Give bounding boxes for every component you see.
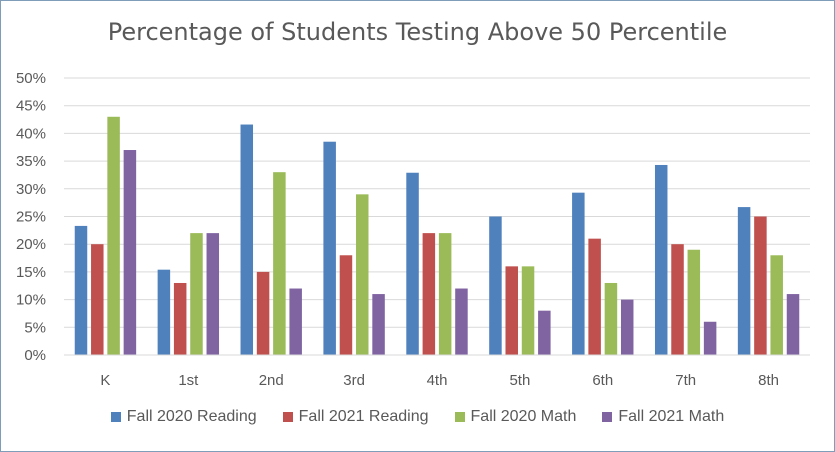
x-tick-label: 1st [178,372,199,389]
x-tick-label: K [100,372,110,389]
legend-swatch [110,412,121,422]
gridlines [64,77,810,328]
legend-label: Fall 2020 Reading [126,408,257,425]
bar [74,225,88,355]
legend-item: Fall 2020 Reading [110,408,257,426]
bar [273,172,286,355]
bar [687,249,701,355]
bar [455,288,468,355]
legend-item: Fall 2021 Reading [282,408,429,426]
legend-item: Fall 2021 Math [602,408,724,426]
legend-swatch [454,412,465,422]
bar [206,233,220,355]
x-tick-label: 8th [758,372,779,389]
bar [754,216,767,355]
bar [703,321,717,355]
legend-label: Fall 2021 Math [618,408,725,425]
y-tick-label: 15% [16,264,46,281]
bar [737,207,751,355]
y-tick-label: 45% [16,98,46,115]
bar [339,255,353,355]
bar [173,282,187,355]
y-tick-label: 30% [16,181,46,198]
y-tick-label: 10% [16,292,46,309]
y-tick-label: 40% [16,125,46,142]
bar [489,216,502,355]
bar [505,266,518,355]
bar [770,255,783,355]
x-tick-label: 5th [509,372,530,389]
bar [654,164,668,355]
bar [123,150,137,355]
x-tick-label: 2nd [259,372,284,389]
bar [588,238,601,355]
y-tick-label: 50% [16,70,46,87]
x-tick-label: 4th [427,372,448,389]
x-tick-label: 7th [675,372,696,389]
bar [422,233,436,355]
bar [240,124,254,355]
bar [671,244,684,355]
x-tick-label: 3rd [343,372,365,389]
bar [604,282,618,355]
bars [74,116,800,355]
bar [786,294,800,355]
y-tick-label: 0% [24,347,46,364]
legend-label: Fall 2020 Math [470,408,577,425]
bar [521,266,535,355]
bar [438,233,452,355]
bar [289,288,302,355]
bar [406,172,419,355]
bar [572,192,585,355]
legend-item: Fall 2020 Math [454,408,577,426]
bar [256,271,270,355]
bar [538,310,551,355]
bar [323,141,336,355]
bar [356,194,369,355]
bar [190,233,203,355]
x-axis-ticks: K 1st 2nd 3rd 4th 5th 6th 7th 8th [100,372,779,389]
x-tick-label: 6th [592,372,613,389]
y-tick-label: 35% [16,153,46,170]
legend-swatch [282,412,293,422]
legend-label: Fall 2021 Reading [298,408,429,425]
bar [372,294,385,355]
y-axis-ticks: 0% 5% 10% 15% 20% 25% 30% 35% 40% 45% 50% [16,70,46,364]
chart-title: Percentage of Students Testing Above 50 … [107,18,728,46]
bar [91,244,104,355]
bar [157,269,171,355]
y-tick-label: 20% [16,236,46,253]
chart-legend: Fall 2020 Reading Fall 2021 Reading Fall 2… [0,408,835,426]
bar [620,299,634,355]
y-tick-label: 25% [16,209,46,226]
legend-swatch [602,412,613,422]
y-tick-label: 5% [24,319,46,336]
bar [107,116,120,355]
